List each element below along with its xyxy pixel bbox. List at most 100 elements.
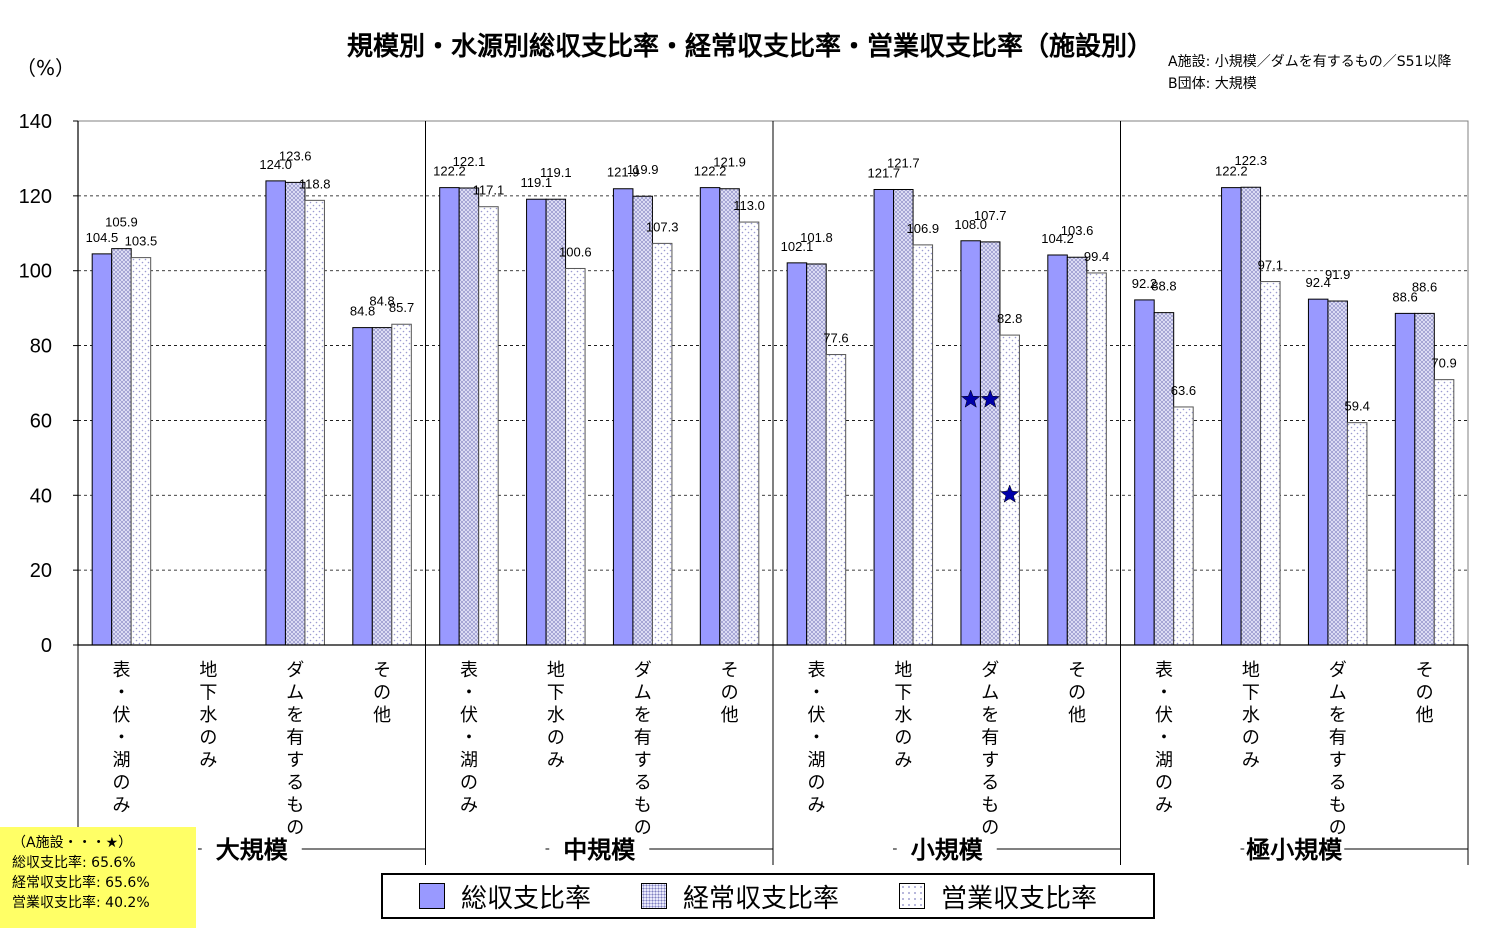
value-label: 122.2 (694, 164, 727, 179)
bar (1066, 256, 1088, 646)
value-label: 107.7 (974, 208, 1007, 223)
value-label: 103.6 (1061, 223, 1094, 238)
bar (960, 240, 981, 646)
value-label: 77.6 (823, 331, 848, 346)
value-label: 105.9 (105, 215, 138, 230)
value-label: 117.1 (473, 183, 505, 198)
value-label: 59.4 (1345, 399, 1370, 414)
category-label: その他 (1416, 660, 1434, 726)
y-tick-label: 120 (19, 186, 52, 208)
bar (284, 181, 306, 646)
bar (1260, 281, 1281, 646)
y-tick-label: 0 (41, 635, 52, 657)
bar (1221, 187, 1242, 646)
bar (1433, 379, 1455, 646)
value-label: 92.4 (1306, 275, 1331, 290)
y-tick-label: 140 (19, 111, 52, 133)
legend: 総収支比率 経常収支比率 営業収支比率 (381, 873, 1155, 919)
value-label: 122.2 (1215, 164, 1248, 179)
bar (1307, 298, 1329, 646)
bar (1047, 254, 1068, 646)
bar (1086, 272, 1107, 646)
bar (806, 263, 827, 646)
bar (439, 187, 460, 646)
bar (458, 187, 480, 646)
bar (873, 188, 895, 646)
value-label: 97.1 (1258, 258, 1283, 273)
legend-label-total: 総収支比率 (461, 883, 592, 914)
bar (304, 199, 325, 646)
category-label: 表・伏・湖のみ (112, 660, 130, 816)
category-label: ダムを有するもの (981, 660, 999, 839)
bar (1240, 186, 1262, 646)
value-label: 121.7 (887, 155, 920, 170)
bar (526, 198, 547, 646)
value-label: 119.9 (627, 162, 659, 177)
note-line-b: B団体: 大規模 (1168, 76, 1257, 92)
bar (699, 187, 721, 646)
value-label: 85.7 (389, 300, 414, 315)
category-label: ダムを有するもの (286, 660, 304, 839)
star-annotation-operating: 営業収支比率: 40.2% (12, 895, 150, 911)
y-tick-label: 20 (30, 560, 52, 582)
bar (565, 267, 586, 646)
bar (391, 323, 412, 646)
bar (478, 206, 499, 646)
value-label: 70.9 (1431, 356, 1456, 371)
value-label: 113.0 (733, 198, 765, 213)
bar (825, 354, 847, 646)
bar (612, 188, 634, 646)
star-marker (961, 389, 981, 408)
value-label: 63.6 (1171, 383, 1196, 398)
value-label: 124.0 (259, 157, 292, 172)
bar (1134, 299, 1155, 646)
star-marker (1000, 484, 1020, 503)
bar (371, 327, 393, 646)
value-label: 82.8 (997, 311, 1022, 326)
category-label: その他 (373, 660, 391, 726)
y-tick-label: 60 (30, 410, 52, 432)
category-label: 表・伏・湖のみ (807, 660, 825, 816)
bar (1394, 312, 1416, 646)
bar (545, 198, 567, 646)
value-label: 84.8 (350, 304, 375, 319)
value-label: 107.3 (646, 219, 679, 234)
bar (265, 180, 286, 646)
legend-label-operating: 営業収支比率 (941, 883, 1098, 914)
value-label: 104.5 (86, 230, 119, 245)
bar (979, 241, 1001, 646)
y-axis-unit: （%） (16, 56, 76, 80)
bar (912, 244, 934, 646)
bar (352, 327, 373, 646)
category-label: 地下水のみ (1242, 660, 1260, 771)
value-label: 101.8 (800, 230, 833, 245)
value-label: 106.9 (907, 221, 940, 236)
category-label: その他 (1068, 660, 1086, 726)
category-label: 地下水のみ (547, 660, 565, 771)
group-label: 小規模 (911, 836, 984, 864)
bar (719, 188, 740, 646)
value-label: 108.0 (954, 217, 987, 232)
star-marker (980, 389, 1000, 408)
value-label: 104.2 (1041, 231, 1074, 246)
y-tick-label: 40 (30, 485, 52, 507)
legend-item-ordinary: 経常収支比率 (641, 875, 839, 917)
bar (1173, 406, 1194, 646)
value-label: 121.9 (713, 155, 746, 170)
category-label: ダムを有するもの (634, 660, 652, 839)
value-label: 88.6 (1392, 289, 1417, 304)
value-label: 88.6 (1412, 279, 1437, 294)
star-annotation: （A施設・・・★） 総収支比率: 65.6% 経常収支比率: 65.6% 営業収… (0, 827, 196, 928)
value-label: 88.8 (1151, 279, 1176, 294)
value-label: 102.1 (781, 239, 814, 254)
bar (111, 248, 132, 646)
value-label: 123.6 (279, 148, 312, 163)
group-label: 中規模 (563, 836, 636, 864)
star-annotation-total: 総収支比率: 65.6% (12, 855, 136, 871)
value-label: 122.3 (1235, 153, 1268, 168)
note-line-a: A施設: 小規模／ダムを有するもの／S51以降 (1168, 54, 1452, 70)
value-label: 100.6 (559, 244, 592, 259)
bar (632, 195, 653, 646)
chart-title: 規模別・水源別総収支比率・経常収支比率・営業収支比率（施設別） (346, 32, 1153, 62)
